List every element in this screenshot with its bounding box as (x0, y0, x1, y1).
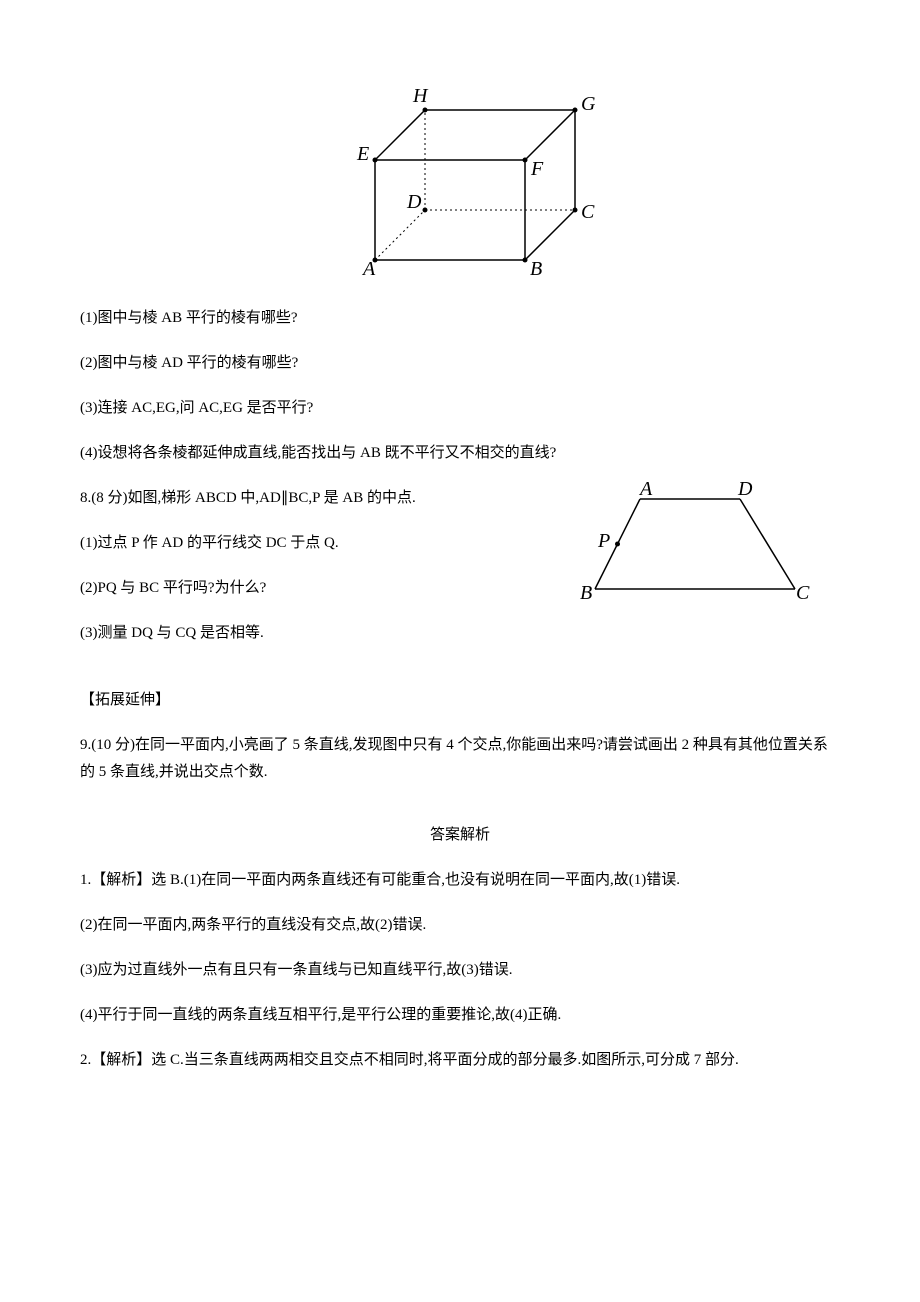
q8-part3: (3)测量 DQ 与 CQ 是否相等. (80, 620, 580, 647)
a2-text: 2.【解析】选 C.当三条直线两两相交且交点不相同时,将平面分成的部分最多.如图… (80, 1047, 840, 1074)
trap-label-b: B (580, 582, 592, 604)
a1-line2: (2)在同一平面内,两条平行的直线没有交点,故(2)错误. (80, 912, 840, 939)
trap-label-c: C (796, 582, 810, 604)
q8-part1: (1)过点 P 作 AD 的平行线交 DC 于点 Q. (80, 530, 580, 557)
trap-label-p: P (597, 530, 610, 552)
q8-part2: (2)PQ 与 BC 平行吗?为什么? (80, 575, 580, 602)
cube-label-a: A (361, 258, 376, 280)
cube-label-g: G (581, 93, 595, 115)
q9-text: 9.(10 分)在同一平面内,小亮画了 5 条直线,发现图中只有 4 个交点,你… (80, 732, 840, 786)
a1-line1: 1.【解析】选 B.(1)在同一平面内两条直线还有可能重合,也没有说明在同一平面… (80, 867, 840, 894)
extension-title: 【拓展延伸】 (80, 687, 840, 714)
q7-part1: (1)图中与棱 AB 平行的棱有哪些? (80, 305, 840, 332)
trapezoid-figure: A D B C P (580, 479, 810, 614)
cube-label-h: H (412, 85, 429, 107)
cube-label-e: E (356, 143, 369, 165)
cube-label-d: D (406, 191, 422, 213)
q7-part3: (3)连接 AC,EG,问 AC,EG 是否平行? (80, 395, 840, 422)
cube-figure: A B C D E F G H (80, 80, 840, 285)
cube-label-f: F (530, 158, 544, 180)
cube-label-b: B (530, 258, 542, 280)
a1-line3: (3)应为过直线外一点有且只有一条直线与已知直线平行,故(3)错误. (80, 957, 840, 984)
a1-line4: (4)平行于同一直线的两条直线互相平行,是平行公理的重要推论,故(4)正确. (80, 1002, 840, 1029)
q8-intro: 8.(8 分)如图,梯形 ABCD 中,AD∥BC,P 是 AB 的中点. (80, 485, 580, 512)
q7-part4: (4)设想将各条棱都延伸成直线,能否找出与 AB 既不平行又不相交的直线? (80, 440, 840, 467)
cube-label-c: C (581, 201, 595, 223)
answers-title: 答案解析 (80, 822, 840, 849)
q7-part2: (2)图中与棱 AD 平行的棱有哪些? (80, 350, 840, 377)
trap-label-d: D (737, 479, 753, 500)
trap-label-a: A (638, 479, 653, 500)
